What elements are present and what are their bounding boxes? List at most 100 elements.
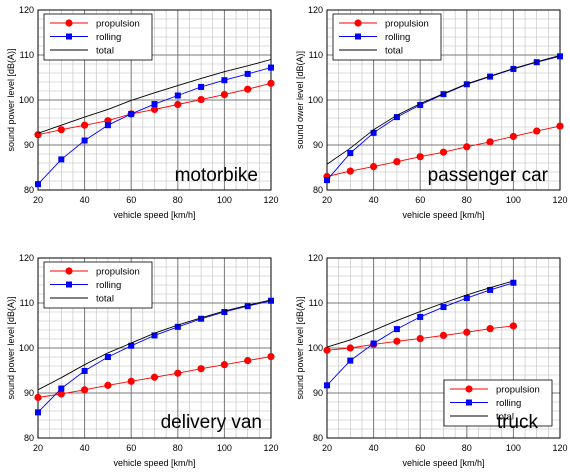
data-point-rolling xyxy=(440,304,447,311)
series-line-total xyxy=(326,54,561,165)
x-tick-label: 80 xyxy=(462,195,472,205)
data-point-propulsion xyxy=(197,365,205,373)
y-axis-label: sound power level [dB(A)] xyxy=(6,296,16,399)
legend-label-rolling: rolling xyxy=(96,280,121,291)
x-tick-label: 100 xyxy=(217,443,232,453)
x-tick-label: 40 xyxy=(369,443,379,453)
y-tick-label: 80 xyxy=(313,185,323,195)
data-point-propulsion xyxy=(416,334,424,343)
data-point-rolling xyxy=(174,92,181,99)
series-rolling xyxy=(35,64,274,188)
legend-label-rolling: rolling xyxy=(96,32,121,43)
data-point-propulsion xyxy=(486,138,494,146)
chart-panel-4: 20 40 60 80 100 120 80 90 100 110 120 vehicle speed… xyxy=(295,253,568,468)
legend: propulsion rolling total xyxy=(332,13,442,61)
y-tick-label: 120 xyxy=(19,253,34,263)
x-axis-label: vehicle speed [km/h] xyxy=(402,210,484,220)
data-point-rolling xyxy=(510,279,517,286)
data-point-rolling xyxy=(487,286,494,293)
data-point-propulsion xyxy=(220,361,228,369)
data-point-propulsion xyxy=(81,386,89,394)
data-point-propulsion xyxy=(486,325,494,333)
x-tick-label: 120 xyxy=(552,195,567,205)
y-tick-label: 110 xyxy=(20,50,34,60)
series-rolling xyxy=(324,279,517,389)
data-point-propulsion xyxy=(57,126,65,134)
data-point-rolling xyxy=(244,70,251,77)
x-tick-label: 100 xyxy=(506,195,521,205)
y-tick-label: 110 xyxy=(309,298,323,308)
plot-frame xyxy=(37,257,272,439)
y-tick-label: 80 xyxy=(313,433,323,443)
series-total xyxy=(37,299,272,391)
data-point-rolling xyxy=(244,303,251,310)
data-point-propulsion xyxy=(463,143,471,151)
y-tick-label: 110 xyxy=(20,298,34,308)
data-point-rolling xyxy=(151,101,158,108)
data-point-propulsion xyxy=(220,91,228,99)
vehicle-label: delivery van xyxy=(161,412,262,433)
data-point-rolling xyxy=(557,53,563,60)
series-total xyxy=(326,54,561,165)
data-point-propulsion xyxy=(104,381,112,389)
data-point-propulsion xyxy=(416,153,424,161)
data-point-rolling xyxy=(417,313,424,320)
data-point-rolling xyxy=(268,297,274,304)
data-point-propulsion xyxy=(370,163,378,171)
data-point-rolling xyxy=(128,110,135,117)
data-point-propulsion xyxy=(127,377,135,385)
x-tick-label: 60 xyxy=(126,195,136,205)
legend-marker-rolling xyxy=(66,33,72,40)
data-point-rolling xyxy=(417,101,424,108)
legend-label-total: total xyxy=(96,46,114,57)
data-point-rolling xyxy=(370,129,377,136)
x-tick-label: 60 xyxy=(126,443,136,453)
data-point-rolling xyxy=(198,315,205,322)
data-point-rolling xyxy=(221,77,228,84)
legend-label-propulsion: propulsion xyxy=(385,19,429,30)
data-point-rolling xyxy=(35,181,41,188)
legend-label-total: total xyxy=(496,412,514,423)
series-total xyxy=(37,59,272,134)
data-point-propulsion xyxy=(323,346,331,354)
legend-label-propulsion: propulsion xyxy=(96,267,140,278)
legend-marker-propulsion xyxy=(65,19,73,27)
legend-marker-propulsion xyxy=(65,267,73,275)
data-point-rolling xyxy=(81,137,88,144)
x-tick-label: 80 xyxy=(462,443,472,453)
x-tick-label: 80 xyxy=(173,195,183,205)
legend: propulsion rolling total xyxy=(43,261,153,309)
x-axis-label: vehicle speed [km/h] xyxy=(402,458,484,468)
plot-frame xyxy=(326,9,561,191)
series-propulsion xyxy=(34,352,275,402)
series-line-total xyxy=(326,280,514,348)
chart-panel-2: 20 40 60 80 100 120 80 90 100 110 120 vehicle speed… xyxy=(295,5,568,220)
data-point-propulsion xyxy=(244,357,252,365)
legend-label-total: total xyxy=(96,294,114,305)
x-tick-label: 80 xyxy=(173,443,183,453)
x-tick-label: 60 xyxy=(415,443,425,453)
y-axis-label: sound power level [dB(A)] xyxy=(6,48,16,151)
data-point-propulsion xyxy=(267,352,275,361)
x-tick-label: 40 xyxy=(80,195,90,205)
y-tick-label: 100 xyxy=(308,95,323,105)
y-tick-label: 120 xyxy=(308,5,323,15)
y-tick-label: 100 xyxy=(19,343,34,353)
data-point-propulsion xyxy=(509,132,517,141)
legend: propulsion rolling total xyxy=(43,13,153,61)
legend-label-propulsion: propulsion xyxy=(496,385,540,396)
y-axis-label: sound power level [dB(A)] xyxy=(295,296,305,399)
x-tick-label: 120 xyxy=(263,443,278,453)
legend-label-rolling: rolling xyxy=(496,398,521,409)
x-tick-label: 40 xyxy=(369,195,379,205)
x-axis-label: vehicle speed [km/h] xyxy=(113,210,195,220)
chart-panel-3: 20 40 60 80 100 120 80 90 100 110 120 vehicle speed… xyxy=(6,253,279,468)
data-point-rolling xyxy=(35,409,41,416)
data-point-rolling xyxy=(58,385,65,392)
series-total xyxy=(326,280,514,348)
chart-panel-1: 20 40 60 80 100 120 80 90 100 110 120 vehicle speed… xyxy=(6,5,279,220)
data-point-rolling xyxy=(347,357,354,364)
data-point-propulsion xyxy=(267,79,275,87)
data-point-propulsion xyxy=(393,158,401,166)
